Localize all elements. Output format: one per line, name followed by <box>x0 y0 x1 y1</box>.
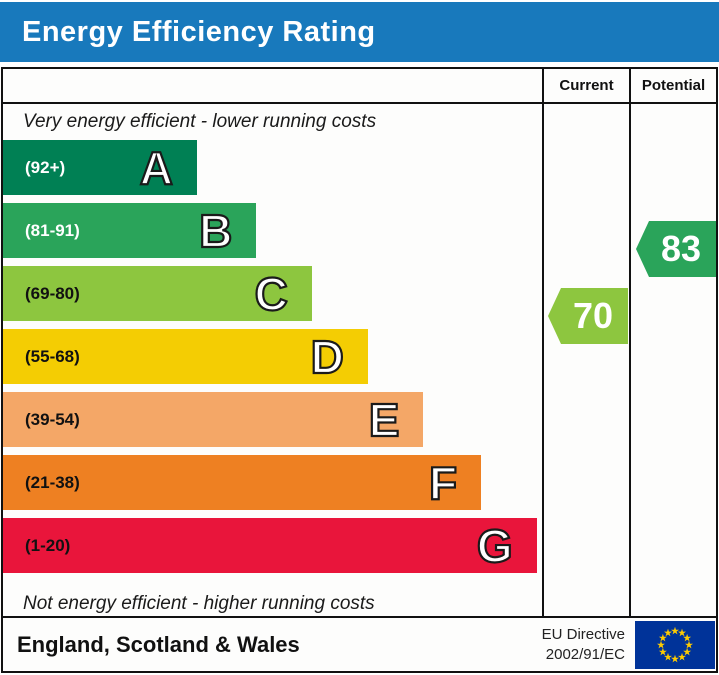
band-range-label: (92+) <box>25 157 66 177</box>
rating-bands-area: Very energy efficient - lower running co… <box>3 104 542 616</box>
eu-directive-line1: EU Directive <box>541 626 625 643</box>
current-rating-pointer: 70 <box>548 288 628 344</box>
band-range-label: (55-68) <box>25 346 80 366</box>
current-value-column: 70 <box>542 104 629 616</box>
page-title: Energy Efficiency Rating <box>22 15 376 48</box>
potential-value-column: 83 <box>629 104 716 616</box>
band-letter: D <box>310 330 345 383</box>
potential-rating-value: 83 <box>660 228 702 269</box>
header-spacer-cell <box>3 69 542 102</box>
band-range-label: (21-38) <box>25 472 80 492</box>
table-footer: England, Scotland & Wales EU Directive 2… <box>3 616 716 671</box>
band-row-a: (92+) A <box>3 140 198 195</box>
band-row-e: (39-54) E <box>3 392 424 447</box>
region-label: England, Scotland & Wales <box>17 631 300 657</box>
band-range-label: (81-91) <box>25 220 80 240</box>
eu-directive-label: EU Directive 2002/91/EC <box>542 625 625 664</box>
band-range-label: (69-80) <box>25 283 80 303</box>
epc-rating-table: Current Potential Very energy efficient … <box>1 67 718 673</box>
column-header-potential: Potential <box>629 69 716 102</box>
chart-row: Very energy efficient - lower running co… <box>3 104 716 616</box>
bottom-note: Not energy efficient - higher running co… <box>23 593 375 614</box>
top-note: Very energy efficient - lower running co… <box>23 111 377 132</box>
band-letter: B <box>198 204 233 257</box>
band-letter: G <box>476 519 514 572</box>
band-letter: E <box>368 393 401 446</box>
eu-flag-icon <box>635 620 715 669</box>
band-letter: F <box>428 456 458 509</box>
title-bar: Energy Efficiency Rating <box>0 2 719 62</box>
band-range-label: (39-54) <box>25 409 80 429</box>
eu-directive-line2: 2002/91/EC <box>545 645 625 663</box>
band-row-g: (1-20) G <box>3 518 537 573</box>
current-rating-value: 70 <box>572 295 614 336</box>
potential-rating-pointer: 83 <box>636 221 716 277</box>
column-header-current: Current <box>542 69 629 102</box>
table-header-row: Current Potential <box>3 69 716 104</box>
band-letter: C <box>254 267 289 320</box>
band-row-c: (69-80) C <box>3 266 312 321</box>
band-range-label: (1-20) <box>25 535 71 555</box>
band-row-b: (81-91) B <box>3 203 257 258</box>
band-row-d: (55-68) D <box>3 329 368 384</box>
band-letter: A <box>139 141 174 194</box>
band-row-f: (21-38) F <box>3 455 482 510</box>
